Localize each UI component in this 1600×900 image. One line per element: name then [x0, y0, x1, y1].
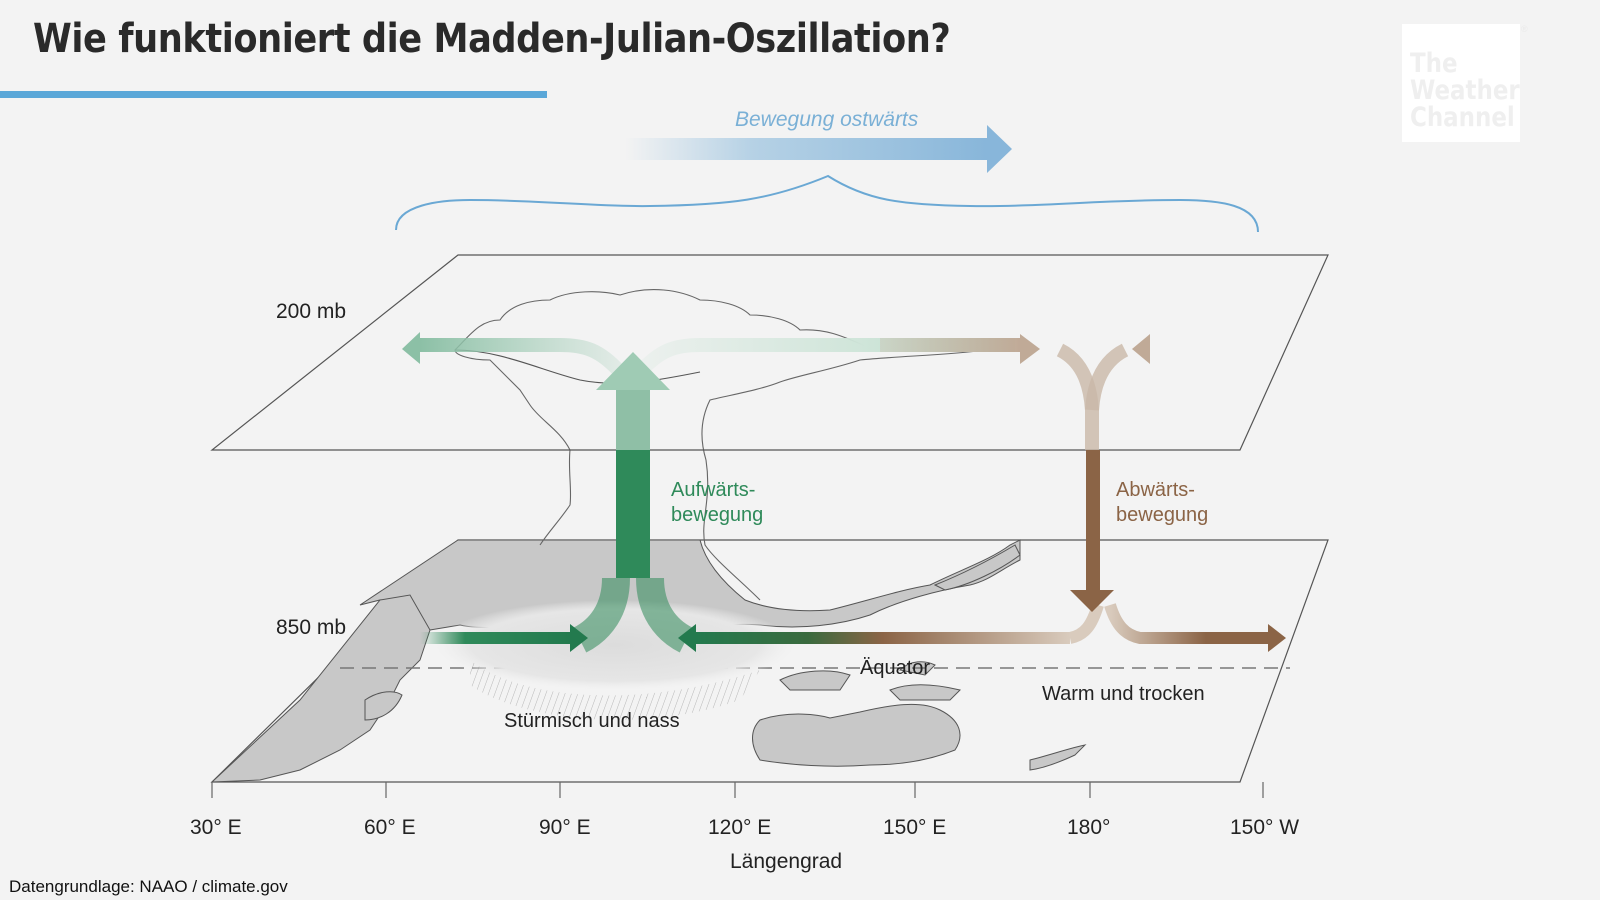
tick-60e: 60° E [364, 816, 416, 839]
dry-region-label: Warm und trocken [1042, 683, 1205, 705]
lower-inflow-arrows [420, 603, 1286, 652]
upward-line2: bewegung [671, 504, 764, 526]
lower-plane-850mb [210, 539, 1329, 783]
tick-120e: 120° E [708, 816, 772, 839]
page-title: Wie funktioniert die Madden-Julian-Oszil… [33, 16, 951, 62]
equator-label: Äquator [860, 657, 931, 679]
source-credit: Datengrundlage: NAAO / climate.gov [9, 877, 288, 896]
weather-channel-logo: The Weather Channel [1402, 24, 1520, 142]
title-underline [0, 91, 547, 98]
tick-30e: 30° E [190, 816, 242, 839]
level-850mb-label: 850 mb [276, 616, 347, 639]
brace-icon [395, 174, 1259, 233]
downward-motion-label: Abwärts- bewegung [1116, 478, 1208, 528]
tick-150w: 150° W [1230, 816, 1300, 839]
convective-cloud [454, 289, 986, 601]
tick-150e: 150° E [883, 816, 947, 839]
longitude-axis [211, 782, 1264, 798]
downward-motion-arrow [1070, 450, 1114, 612]
tick-90e: 90° E [539, 816, 591, 839]
level-200mb-label: 200 mb [276, 300, 347, 323]
upper-plane-200mb [210, 254, 1329, 451]
axis-title: Längengrad [730, 850, 843, 873]
tick-180: 180° [1067, 816, 1111, 839]
downward-line1: Abwärts- [1116, 479, 1195, 501]
upper-outflow-arrows [402, 332, 1240, 450]
downward-line2: bewegung [1116, 504, 1209, 526]
upward-line1: Aufwärts- [671, 479, 756, 501]
logo-text: The Weather Channel [1410, 48, 1520, 133]
upward-motion-label: Aufwärts- bewegung [671, 478, 763, 528]
eastward-arrow [625, 125, 1012, 173]
eastward-motion-label: Bewegung ostwärts [735, 108, 919, 131]
stormy-region-label: Stürmisch und nass [504, 710, 680, 732]
registered-mark: ® [1521, 24, 1528, 34]
